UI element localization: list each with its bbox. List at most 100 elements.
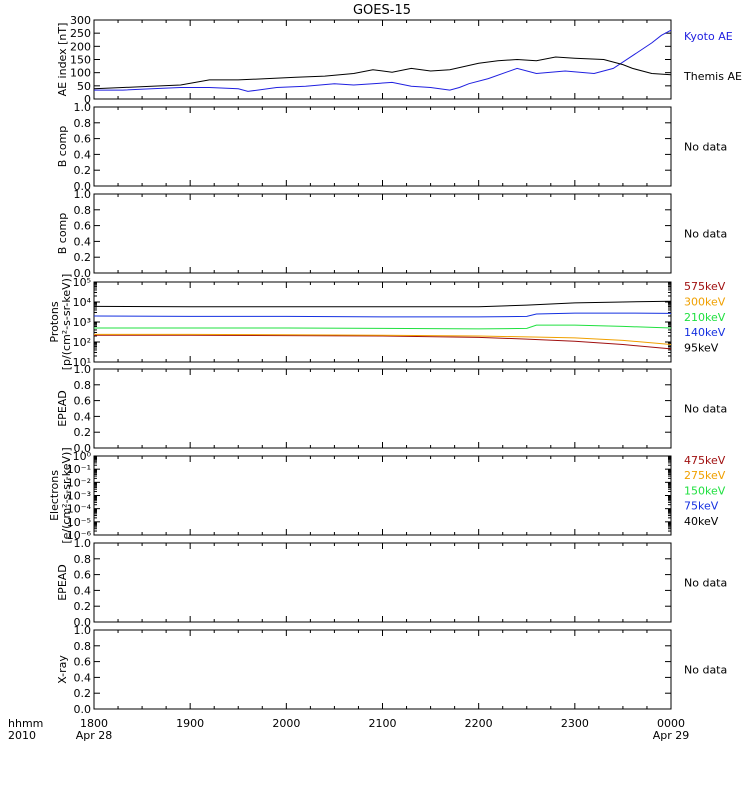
y-axis-label: Electrons [48, 470, 61, 521]
y-tick-label: 10⁵ [73, 276, 91, 289]
y-tick-label: 1.0 [74, 101, 92, 114]
y-tick-label: 0.0 [74, 442, 92, 455]
y-tick-label: 10⁻³ [67, 490, 91, 503]
y-axis-unit-label: [p/(cm²-s-sr-keV)] [60, 274, 73, 371]
time-axis-start-date: Apr 28 [76, 729, 113, 742]
y-tick-label: 10⁴ [73, 296, 92, 309]
series-line-300kev [94, 333, 672, 345]
y-tick-label: 0.4 [74, 148, 92, 161]
panel-frame [93, 542, 672, 623]
y-tick-label: 1.0 [74, 188, 92, 201]
y-axis-label: B comp [56, 213, 69, 255]
time-axis-label-hhmm: hhmm [8, 717, 43, 730]
no-data-label: No data [684, 141, 727, 154]
series-line-kyoto-ae [94, 29, 672, 92]
no-data-label: No data [684, 577, 727, 590]
y-tick-label: 0.8 [74, 640, 92, 653]
legend-entry: 40keV [684, 515, 719, 528]
plot-title: GOES-15 [353, 3, 411, 18]
y-tick-label: 0.8 [74, 117, 92, 130]
legend-entry: 140keV [684, 326, 726, 339]
legend-entry: 95keV [684, 342, 719, 355]
y-tick-label: 0.0 [74, 180, 92, 193]
time-tick-label: 2200 [465, 717, 493, 730]
y-tick-label: 10⁻⁴ [67, 503, 92, 516]
y-tick-label: 0.4 [74, 410, 92, 423]
y-tick-label: 0.0 [74, 616, 92, 629]
y-tick-label: 100 [70, 67, 91, 80]
y-axis-label: X-ray [56, 655, 69, 684]
panel-2: 0.0 0.2 0.4 0.6 0.8 1.0 B comp No data [56, 101, 727, 193]
y-tick-label: 300 [70, 14, 91, 27]
y-tick-label: 10⁻⁶ [67, 529, 92, 542]
y-tick-label: 250 [70, 27, 91, 40]
y-tick-label: 0.2 [74, 687, 92, 700]
y-tick-label: 50 [77, 80, 91, 93]
legend-entry: 275keV [684, 469, 726, 482]
y-axis-unit-label: [e/(cm²-s-sr-keV)] [60, 447, 73, 543]
y-axis-label: EPEAD [56, 564, 69, 601]
legend-entry: 575keV [684, 280, 726, 293]
y-tick-label: 10³ [73, 316, 91, 329]
y-tick-label: 0.0 [74, 267, 92, 280]
time-tick-label: 2300 [561, 717, 589, 730]
legend-entry: 210keV [684, 311, 726, 324]
y-tick-label: 0.4 [74, 584, 92, 597]
panel-frame [93, 193, 672, 274]
legend-entry: 75keV [684, 500, 719, 513]
panel-frame [93, 281, 672, 363]
no-data-label: No data [684, 228, 727, 241]
y-tick-label: 0.6 [74, 220, 92, 233]
y-tick-label: 10⁻⁵ [67, 516, 91, 529]
y-tick-label: 0.8 [74, 553, 92, 566]
no-data-label: No data [684, 664, 727, 677]
legend-entry: Kyoto AE [684, 30, 733, 43]
series-line-210kev [94, 324, 672, 330]
y-tick-label: 0.2 [74, 251, 92, 264]
panel-frame [93, 368, 672, 449]
y-tick-label: 0.6 [74, 569, 92, 582]
y-tick-label: 0.8 [74, 379, 92, 392]
y-tick-label: 0.6 [74, 133, 92, 146]
time-axis: hhmm 2010 Apr 28 Apr 29 1800 1900 2000 2100… [8, 717, 689, 742]
y-tick-label: 1.0 [74, 363, 92, 376]
y-axis-label: B comp [56, 126, 69, 168]
panel-7: 0.0 0.2 0.4 0.6 0.8 1.0 EPEAD No data [56, 537, 727, 629]
time-axis-label-year: 2010 [8, 729, 36, 742]
panel-frame [93, 629, 672, 710]
y-tick-label: 10⁻¹ [67, 463, 91, 476]
panel-3: 0.0 0.2 0.4 0.6 0.8 1.0 B comp No data [56, 188, 727, 280]
y-tick-label: 0.8 [74, 204, 92, 217]
legend-entry: 150keV [684, 484, 726, 497]
series-line-themis-ae [93, 56, 672, 90]
y-tick-label: 10² [73, 336, 91, 349]
y-axis-label: Protons [48, 301, 61, 342]
time-tick-label: 2000 [272, 717, 300, 730]
y-tick-label: 1.0 [74, 537, 92, 550]
panel-4: 10¹ 10² 10³ 10⁴ 10⁵ Protons [p/(cm²-s-sr-keV)]… [48, 274, 726, 371]
y-tick-label: 0.6 [74, 395, 92, 408]
panel-frame [93, 106, 672, 187]
panel-frame [93, 455, 672, 536]
y-tick-label: 10⁰ [73, 450, 92, 463]
time-tick-label: 2100 [369, 717, 397, 730]
y-tick-label: 1.0 [74, 624, 92, 637]
series-line-140kev [93, 312, 672, 318]
panel-8: 0.0 0.2 0.4 0.6 0.8 1.0 X-ray No data [56, 624, 727, 716]
legend-entry: 300keV [684, 295, 726, 308]
panel-5: 0.0 0.2 0.4 0.6 0.8 1.0 EPEAD No data [56, 363, 727, 455]
y-tick-label: 0 [84, 93, 91, 106]
y-tick-label: 0.0 [74, 703, 92, 716]
series-line-95kev [93, 300, 672, 308]
time-axis-end-date: Apr 29 [653, 729, 690, 742]
y-tick-label: 0.6 [74, 656, 92, 669]
y-tick-label: 0.4 [74, 235, 92, 248]
time-tick-label: 1900 [176, 717, 204, 730]
y-tick-label: 0.2 [74, 164, 92, 177]
no-data-label: No data [684, 403, 727, 416]
y-axis-label: EPEAD [56, 390, 69, 427]
